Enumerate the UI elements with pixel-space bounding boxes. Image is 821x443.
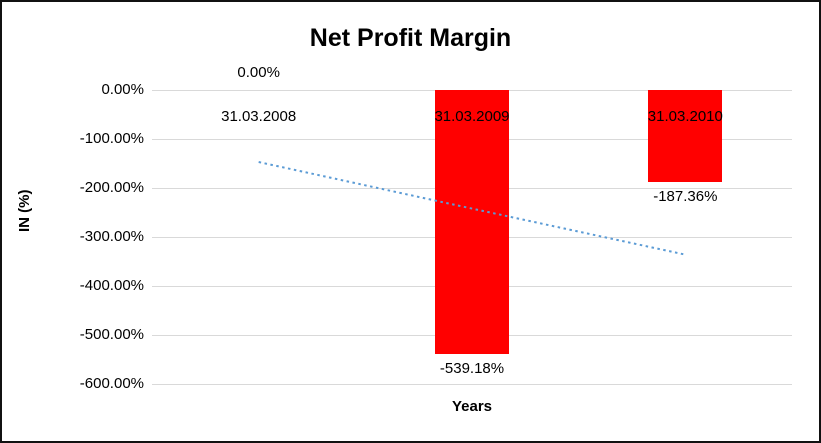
data-label: 0.00% xyxy=(237,64,280,81)
data-label: -539.18% xyxy=(439,360,505,378)
category-label: 31.03.2010 xyxy=(647,108,723,125)
gridline xyxy=(152,383,792,385)
x-axis-title: Years xyxy=(451,398,493,415)
bar-31.03.2009 xyxy=(435,90,509,355)
category-label: 31.03.2009 xyxy=(434,108,510,125)
y-tick-label: -500.00% xyxy=(79,326,144,343)
chart-title: Net Profit Margin xyxy=(309,24,512,52)
y-tick-label: -300.00% xyxy=(79,228,144,245)
data-label: -187.36% xyxy=(653,187,718,205)
y-tick-label: -200.00% xyxy=(79,179,144,196)
y-tick-label: 0.00% xyxy=(101,81,144,98)
bar-31.03.2010 xyxy=(648,90,723,182)
y-tick-label: -400.00% xyxy=(79,277,144,294)
y-tick-label: -600.00% xyxy=(79,375,144,392)
y-tick-label: -100.00% xyxy=(79,130,144,147)
category-label: 31.03.2008 xyxy=(221,108,297,125)
